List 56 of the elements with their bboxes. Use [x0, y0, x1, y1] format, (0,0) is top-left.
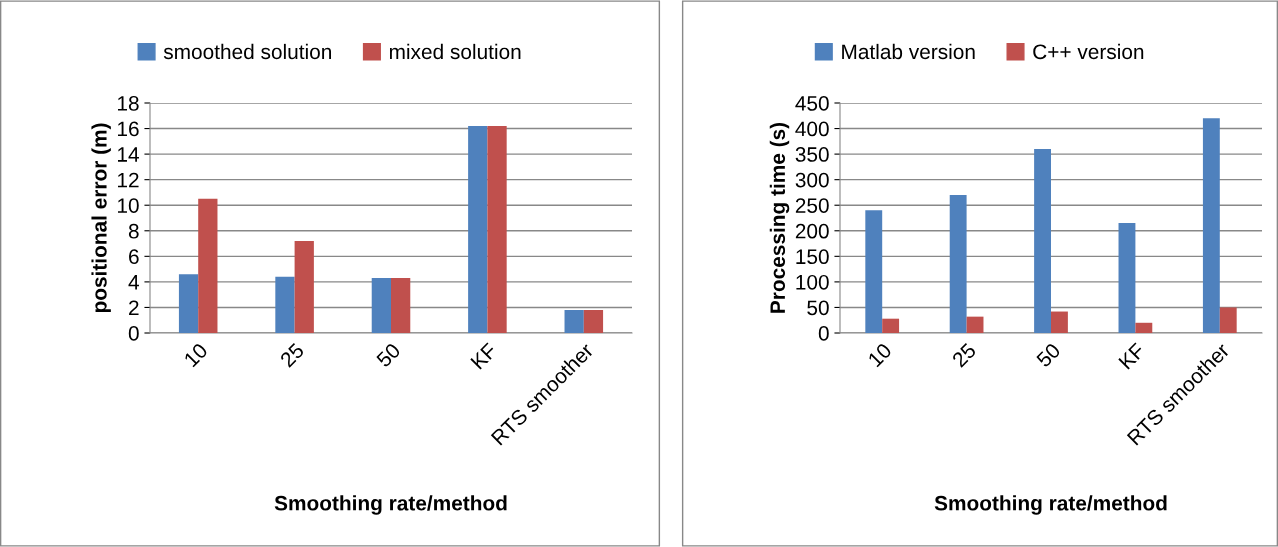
legend-label: C++ version [1033, 43, 1144, 60]
bar [468, 126, 488, 333]
x-tick-label: KF [1118, 342, 1146, 370]
x-tick-label: 10 [183, 342, 209, 368]
legend-label: smoothed solution [163, 43, 331, 60]
bar [1034, 149, 1051, 333]
y-tick-label: 200 [795, 223, 829, 239]
bar [487, 126, 507, 333]
y-tick-label: 6 [129, 249, 139, 265]
y-tick-label: 450 [795, 96, 829, 111]
y-tick-label: 50 [807, 300, 829, 316]
y-tick-label: 16 [118, 121, 139, 137]
bar [1202, 118, 1220, 333]
legend-label: Matlab version [842, 43, 975, 60]
bar [1051, 311, 1068, 333]
bar [198, 198, 218, 333]
y-tick-label: 4 [128, 275, 139, 290]
x-tick-label: 25 [279, 342, 305, 368]
bar [275, 276, 295, 333]
y-tick-label: 0 [128, 326, 139, 341]
y-tick-label: 250 [795, 198, 829, 213]
x-tick-label: 50 [1035, 342, 1062, 368]
bar [1219, 307, 1237, 333]
y-tick-label: 0 [818, 326, 829, 341]
bar [865, 210, 883, 333]
bar [966, 316, 984, 333]
y-tick-label: 14 [118, 147, 139, 162]
x-axis-title: Smoothing rate/method [934, 495, 1167, 515]
bar [371, 278, 391, 333]
bar [583, 310, 604, 333]
legend-label: mixed solution [389, 43, 521, 60]
bar [1118, 223, 1136, 333]
bar [178, 274, 199, 333]
y-tick-label: 12 [118, 172, 139, 188]
y-axis-title: positional error (m) [91, 123, 111, 313]
x-tick-label: 50 [375, 342, 402, 368]
bar [882, 318, 900, 333]
y-tick-label: 100 [796, 274, 829, 290]
y-axis-title: Processing time (s) [769, 122, 790, 313]
y-tick-label: 350 [795, 147, 829, 162]
y-tick-label: 8 [128, 223, 139, 239]
y-tick-label: 10 [118, 198, 139, 213]
bar [1135, 322, 1153, 333]
bar [294, 241, 314, 333]
bar [949, 195, 967, 333]
x-tick-label: KF [470, 342, 498, 370]
x-axis-title: Smoothing rate/method [274, 495, 507, 515]
x-tick-label: 10 [867, 342, 893, 368]
y-tick-label: 400 [795, 121, 829, 137]
y-tick-label: 18 [118, 96, 139, 111]
x-tick-label: 25 [951, 342, 977, 368]
y-tick-label: 300 [795, 172, 829, 188]
y-tick-label: 150 [796, 249, 829, 265]
bar [391, 278, 411, 333]
y-tick-label: 2 [129, 300, 139, 315]
bar [564, 310, 584, 333]
